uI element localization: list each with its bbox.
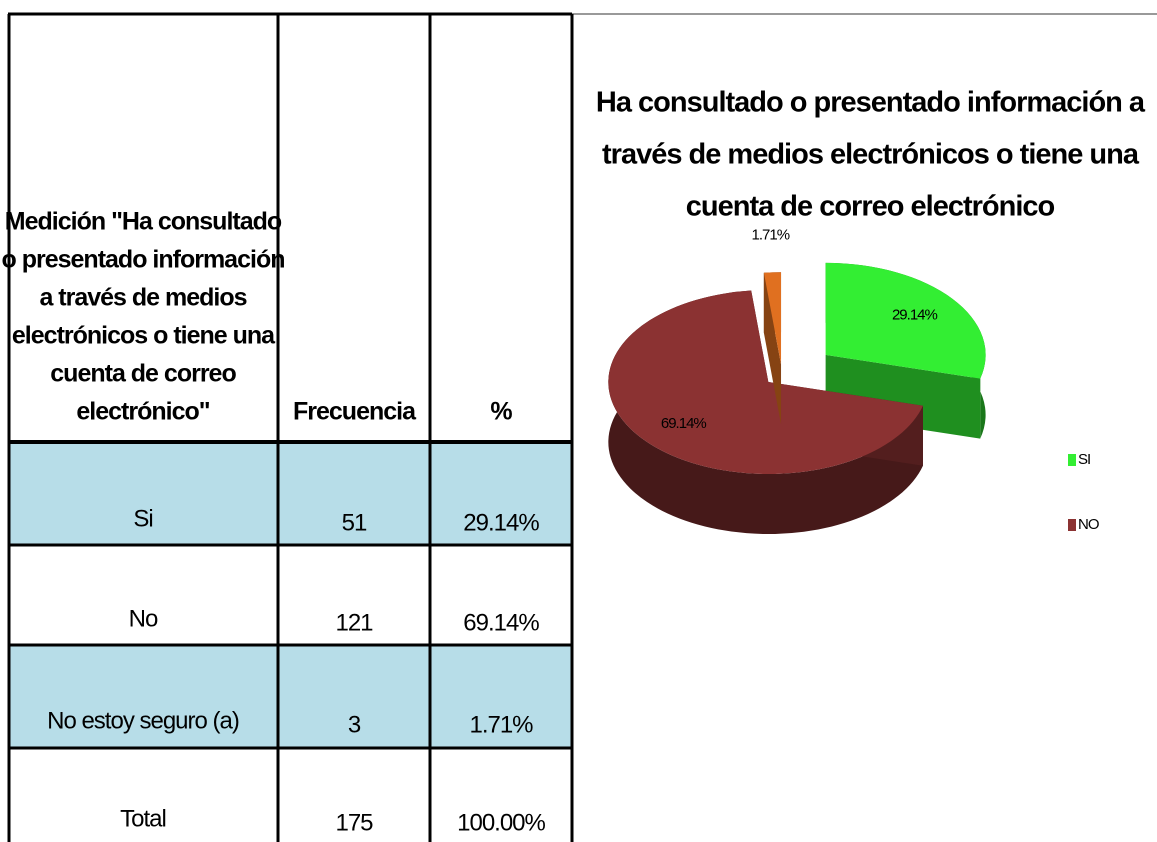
header-text: a través de medios [39,284,246,312]
cell-text: 69.14% [463,609,539,636]
header-text: o presentado información [2,246,285,274]
data-label: 29.14% [892,307,938,324]
data-label: 1.71% [752,226,790,243]
header-text: electrónicos o tiene una [12,322,276,350]
cell-text: Total [120,805,166,832]
pie-slice [608,290,923,535]
row-bg [8,645,572,748]
slice-top [763,272,782,365]
cell-text: No estoy seguro (a) [47,707,239,734]
header-text: Frecuencia [293,398,417,426]
cell-text: 121 [335,609,373,636]
header-text: Medición "Ha consultado [5,208,282,236]
data-label: 69.14% [661,415,707,432]
cell-text: 100.00% [457,809,545,836]
header-text: % [490,398,512,426]
legend-label: NO [1078,516,1099,533]
table: Medición "Ha consultado o presentado info… [2,208,547,837]
pie-slice [763,272,782,425]
chart-title: cuenta de correo electrónico [686,191,1055,223]
header-text: cuenta de correo [50,360,236,388]
header-text: electrónico" [76,398,209,426]
slice-top [825,262,986,379]
cell-text: 29.14% [463,509,539,536]
cell-text: 1.71% [469,711,533,738]
cell-text: Si [133,505,152,532]
row-bg [8,442,572,545]
chart-title: Ha consultado o presentado información a [596,87,1146,119]
slice-cut [763,272,782,425]
legend-swatch [1068,519,1076,531]
legend-swatch [1068,454,1076,466]
table-lines [7,12,1157,842]
legend-label: SI [1078,451,1090,468]
chart-title: través de medios electrónicos o tiene un… [602,139,1140,171]
cell-text: 51 [342,509,367,536]
pie-chart: Ha consultado o presentado información a… [596,87,1147,535]
cell-text: No [129,605,158,632]
slice-top [608,290,923,475]
cell-text: 3 [348,711,361,738]
cell-text: 175 [335,809,373,836]
